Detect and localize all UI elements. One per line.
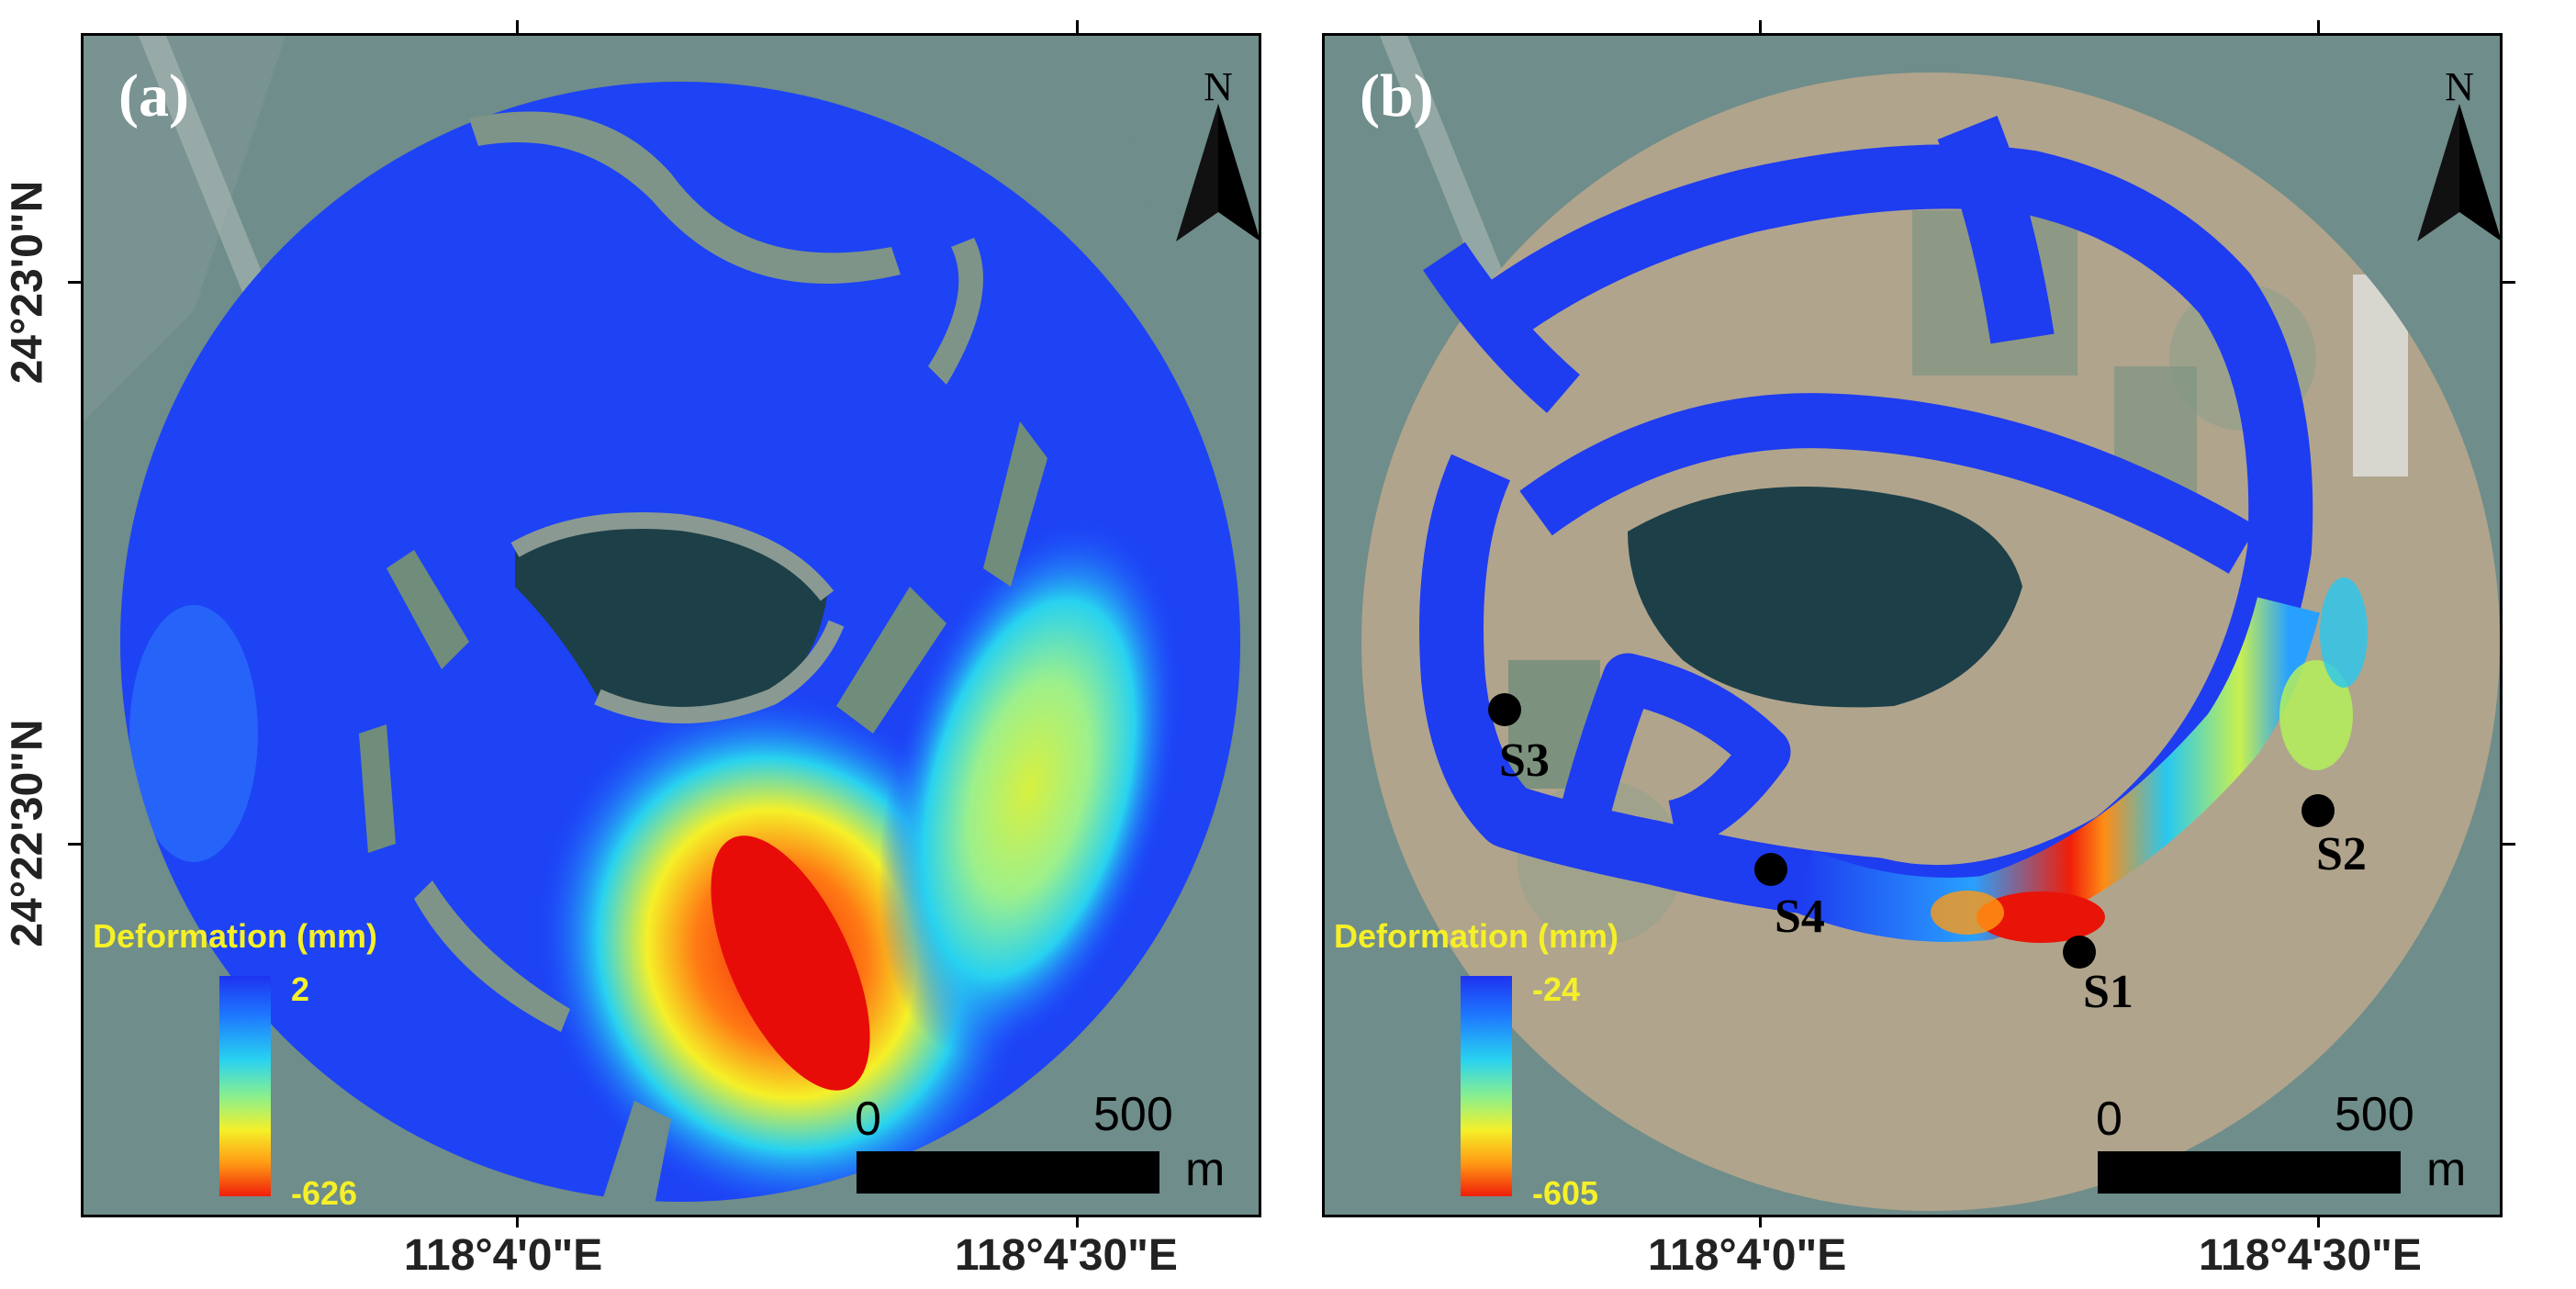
tick xyxy=(1759,20,1762,33)
scale-unit: m xyxy=(2426,1143,2467,1196)
north-arrow-icon xyxy=(2417,104,2500,241)
legend-colorbar xyxy=(219,976,271,1196)
site-label-s3: S3 xyxy=(1499,734,1550,787)
scale-unit: m xyxy=(1185,1143,1226,1196)
scale-end: 500 xyxy=(2335,1088,2414,1141)
tick xyxy=(2503,843,2515,846)
tick xyxy=(1076,1215,1079,1227)
panel-label: (a) xyxy=(118,62,189,129)
site-marker-s1 xyxy=(2063,936,2096,969)
site-marker-s3 xyxy=(1488,693,1521,726)
lon-label-a-2: 118°4'30"E xyxy=(955,1231,1178,1280)
deformation-map-b xyxy=(1325,36,2500,1215)
lon-label-b-2: 118°4'30"E xyxy=(2199,1231,2422,1280)
site-marker-s4 xyxy=(1754,853,1787,886)
scale-start: 0 xyxy=(855,1093,881,1146)
tick xyxy=(2503,281,2515,284)
tick xyxy=(1759,1215,1762,1227)
site-label-s1: S1 xyxy=(2083,966,2134,1018)
tick xyxy=(1076,20,1079,33)
panel-label: (b) xyxy=(1360,62,1434,129)
site-label-s4: S4 xyxy=(1775,891,1825,943)
lon-label-b-1: 118°4'0"E xyxy=(1648,1231,1847,1280)
north-arrow: N xyxy=(1172,63,1259,256)
legend-max: 2 xyxy=(291,970,310,1008)
north-letter: N xyxy=(2445,64,2474,109)
tick xyxy=(516,1215,519,1227)
north-arrow: N xyxy=(2414,63,2500,256)
north-letter: N xyxy=(1204,64,1233,109)
legend-colorbar xyxy=(1461,976,1512,1196)
panel-a: (a) N Deformation (mm) 2 -626 0 500 m xyxy=(81,33,1261,1217)
lat-label-south: 24°22'30"N xyxy=(3,719,52,947)
tick xyxy=(2317,1215,2320,1227)
legend-min: -626 xyxy=(291,1174,358,1212)
deformation-map-a xyxy=(84,36,1259,1215)
north-arrow-icon xyxy=(1176,104,1259,241)
scale-end: 500 xyxy=(1093,1088,1173,1141)
site-marker-s2 xyxy=(2302,794,2335,827)
tick xyxy=(68,281,81,284)
tick xyxy=(68,843,81,846)
legend-min: -605 xyxy=(1532,1174,1599,1212)
legend-title: Deformation (mm) xyxy=(93,917,378,955)
scale-bar xyxy=(2098,1151,2401,1194)
lon-label-a-1: 118°4'0"E xyxy=(404,1231,603,1280)
lat-label-north: 24°23'0"N xyxy=(3,180,52,385)
site-label-s2: S2 xyxy=(2316,828,2367,880)
tick xyxy=(516,20,519,33)
panel-b: (b) N S3 S4 S1 S2 Deformation (mm) -24 -… xyxy=(1322,33,2503,1217)
scale-bar xyxy=(857,1151,1159,1194)
legend-title: Deformation (mm) xyxy=(1334,917,1619,955)
legend-max: -24 xyxy=(1532,970,1581,1008)
scale-start: 0 xyxy=(2096,1093,2122,1146)
tick xyxy=(2317,20,2320,33)
